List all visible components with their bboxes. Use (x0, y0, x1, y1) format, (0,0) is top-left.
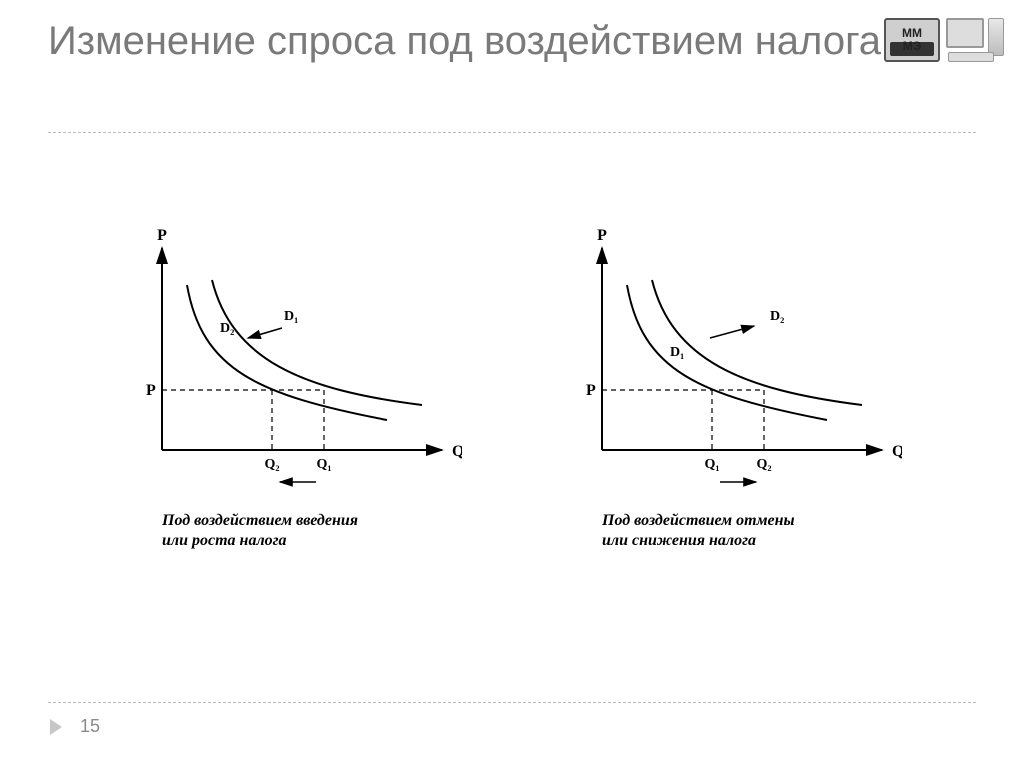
q1-label: Q₁ (704, 457, 719, 472)
page-arrow-icon (50, 719, 62, 735)
label-d2: D₂ (770, 309, 784, 324)
chart-row: P Q P D₁ D₂ Q₁ Q₂ Под (0, 220, 1024, 551)
y-axis-label: P (597, 227, 607, 244)
p-label: P (586, 382, 596, 399)
label-d1: D₁ (670, 345, 684, 360)
logo-line2: МЭ (903, 40, 922, 53)
y-axis-label: P (157, 227, 167, 244)
slide: Изменение спроса под воздействием налога… (0, 0, 1024, 767)
q1-label: Q₁ (316, 457, 331, 472)
shift-arrow (710, 326, 754, 338)
slide-title: Изменение спроса под воздействием налога (48, 18, 881, 64)
q2-label: Q₂ (264, 457, 279, 472)
shift-arrow (248, 328, 282, 338)
footer-divider (48, 702, 976, 703)
chart-left-caption: Под воздействием введения или роста нало… (162, 511, 482, 551)
x-axis-label: Q (892, 443, 902, 460)
chart-right: P Q P D₁ D₂ Q₁ Q₂ Под воздействием отмен… (542, 220, 922, 551)
title-divider (48, 132, 976, 133)
label-d2: D₂ (220, 321, 234, 336)
p-label: P (146, 382, 156, 399)
logo: ММ МЭ (884, 14, 1004, 62)
curve-d2 (652, 280, 862, 405)
chart-right-caption: Под воздействием отмены или снижения нал… (602, 511, 922, 551)
label-d1: D₁ (284, 309, 298, 324)
page-number: 15 (80, 716, 100, 737)
logo-badge: ММ МЭ (884, 18, 940, 62)
computer-icon (944, 14, 1004, 62)
x-axis-label: Q (452, 443, 462, 460)
curve-d1 (212, 280, 422, 405)
curve-d2 (187, 285, 387, 420)
chart-left-svg: P Q P D₁ D₂ Q₁ Q₂ (102, 220, 462, 500)
q2-label: Q₂ (756, 457, 771, 472)
chart-left: P Q P D₁ D₂ Q₁ Q₂ Под (102, 220, 482, 551)
chart-right-svg: P Q P D₁ D₂ Q₁ Q₂ (542, 220, 902, 500)
curve-d1 (627, 285, 827, 420)
